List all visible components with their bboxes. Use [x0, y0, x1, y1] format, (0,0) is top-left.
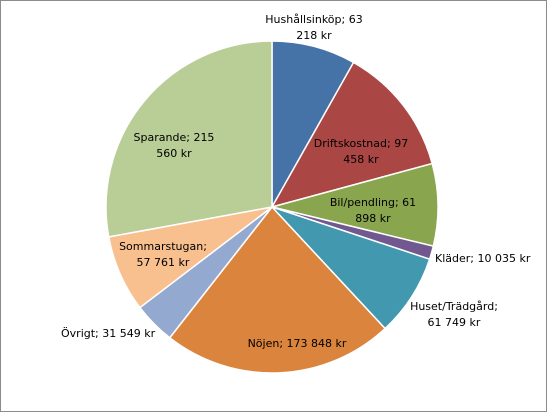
data-label-line: Sommarstugan;: [119, 240, 207, 253]
data-label-sparande: Sparande; 215 560 kr: [134, 131, 215, 160]
data-label-line: Hushållsinköp; 63: [265, 13, 362, 26]
data-label-huset-tradgard: Huset/Trädgård; 61 749 kr: [410, 300, 498, 329]
data-label-line: Bil/pendling; 61: [330, 196, 416, 209]
data-label-line: Driftskostnad; 97: [314, 137, 408, 150]
data-label-bil-pendling: Bil/pendling; 61 898 kr: [330, 196, 416, 225]
data-label-line: Nöjen; 173 848 kr: [248, 337, 347, 350]
data-label-hushallsinkop: Hushållsinköp; 63 218 kr: [265, 13, 362, 42]
data-label-line: Kläder; 10 035 kr: [435, 252, 531, 265]
data-label-line: 57 761 kr: [137, 256, 190, 269]
pie-slice-sparande: [105, 40, 273, 238]
data-label-driftskostnad: Driftskostnad; 97 458 kr: [314, 137, 408, 166]
data-label-line: Övrigt; 31 549 kr: [61, 327, 156, 340]
data-label-nojen: Nöjen; 173 848 kr: [248, 337, 347, 350]
pie-slices: [105, 40, 439, 374]
data-label-klader: Kläder; 10 035 kr: [435, 252, 531, 265]
data-label-line: 898 kr: [355, 212, 391, 225]
data-label-line: 218 kr: [296, 29, 332, 42]
data-label-line: Huset/Trädgård;: [410, 300, 498, 313]
pie-slice-driftskostnad: [270, 61, 434, 209]
data-label-line: 458 kr: [343, 153, 379, 166]
data-label-sommarstugan: Sommarstugan; 57 761 kr: [119, 240, 207, 269]
data-label-line: 61 749 kr: [428, 316, 481, 329]
data-label-ovrigt: Övrigt; 31 549 kr: [61, 327, 156, 340]
pie-slice-nojen: [168, 205, 387, 374]
data-label-line: Sparande; 215: [134, 131, 215, 144]
data-label-line: 560 kr: [156, 147, 192, 160]
pie-labels: Hushållsinköp; 63 218 kr Driftskostnad; 97…: [61, 13, 531, 350]
